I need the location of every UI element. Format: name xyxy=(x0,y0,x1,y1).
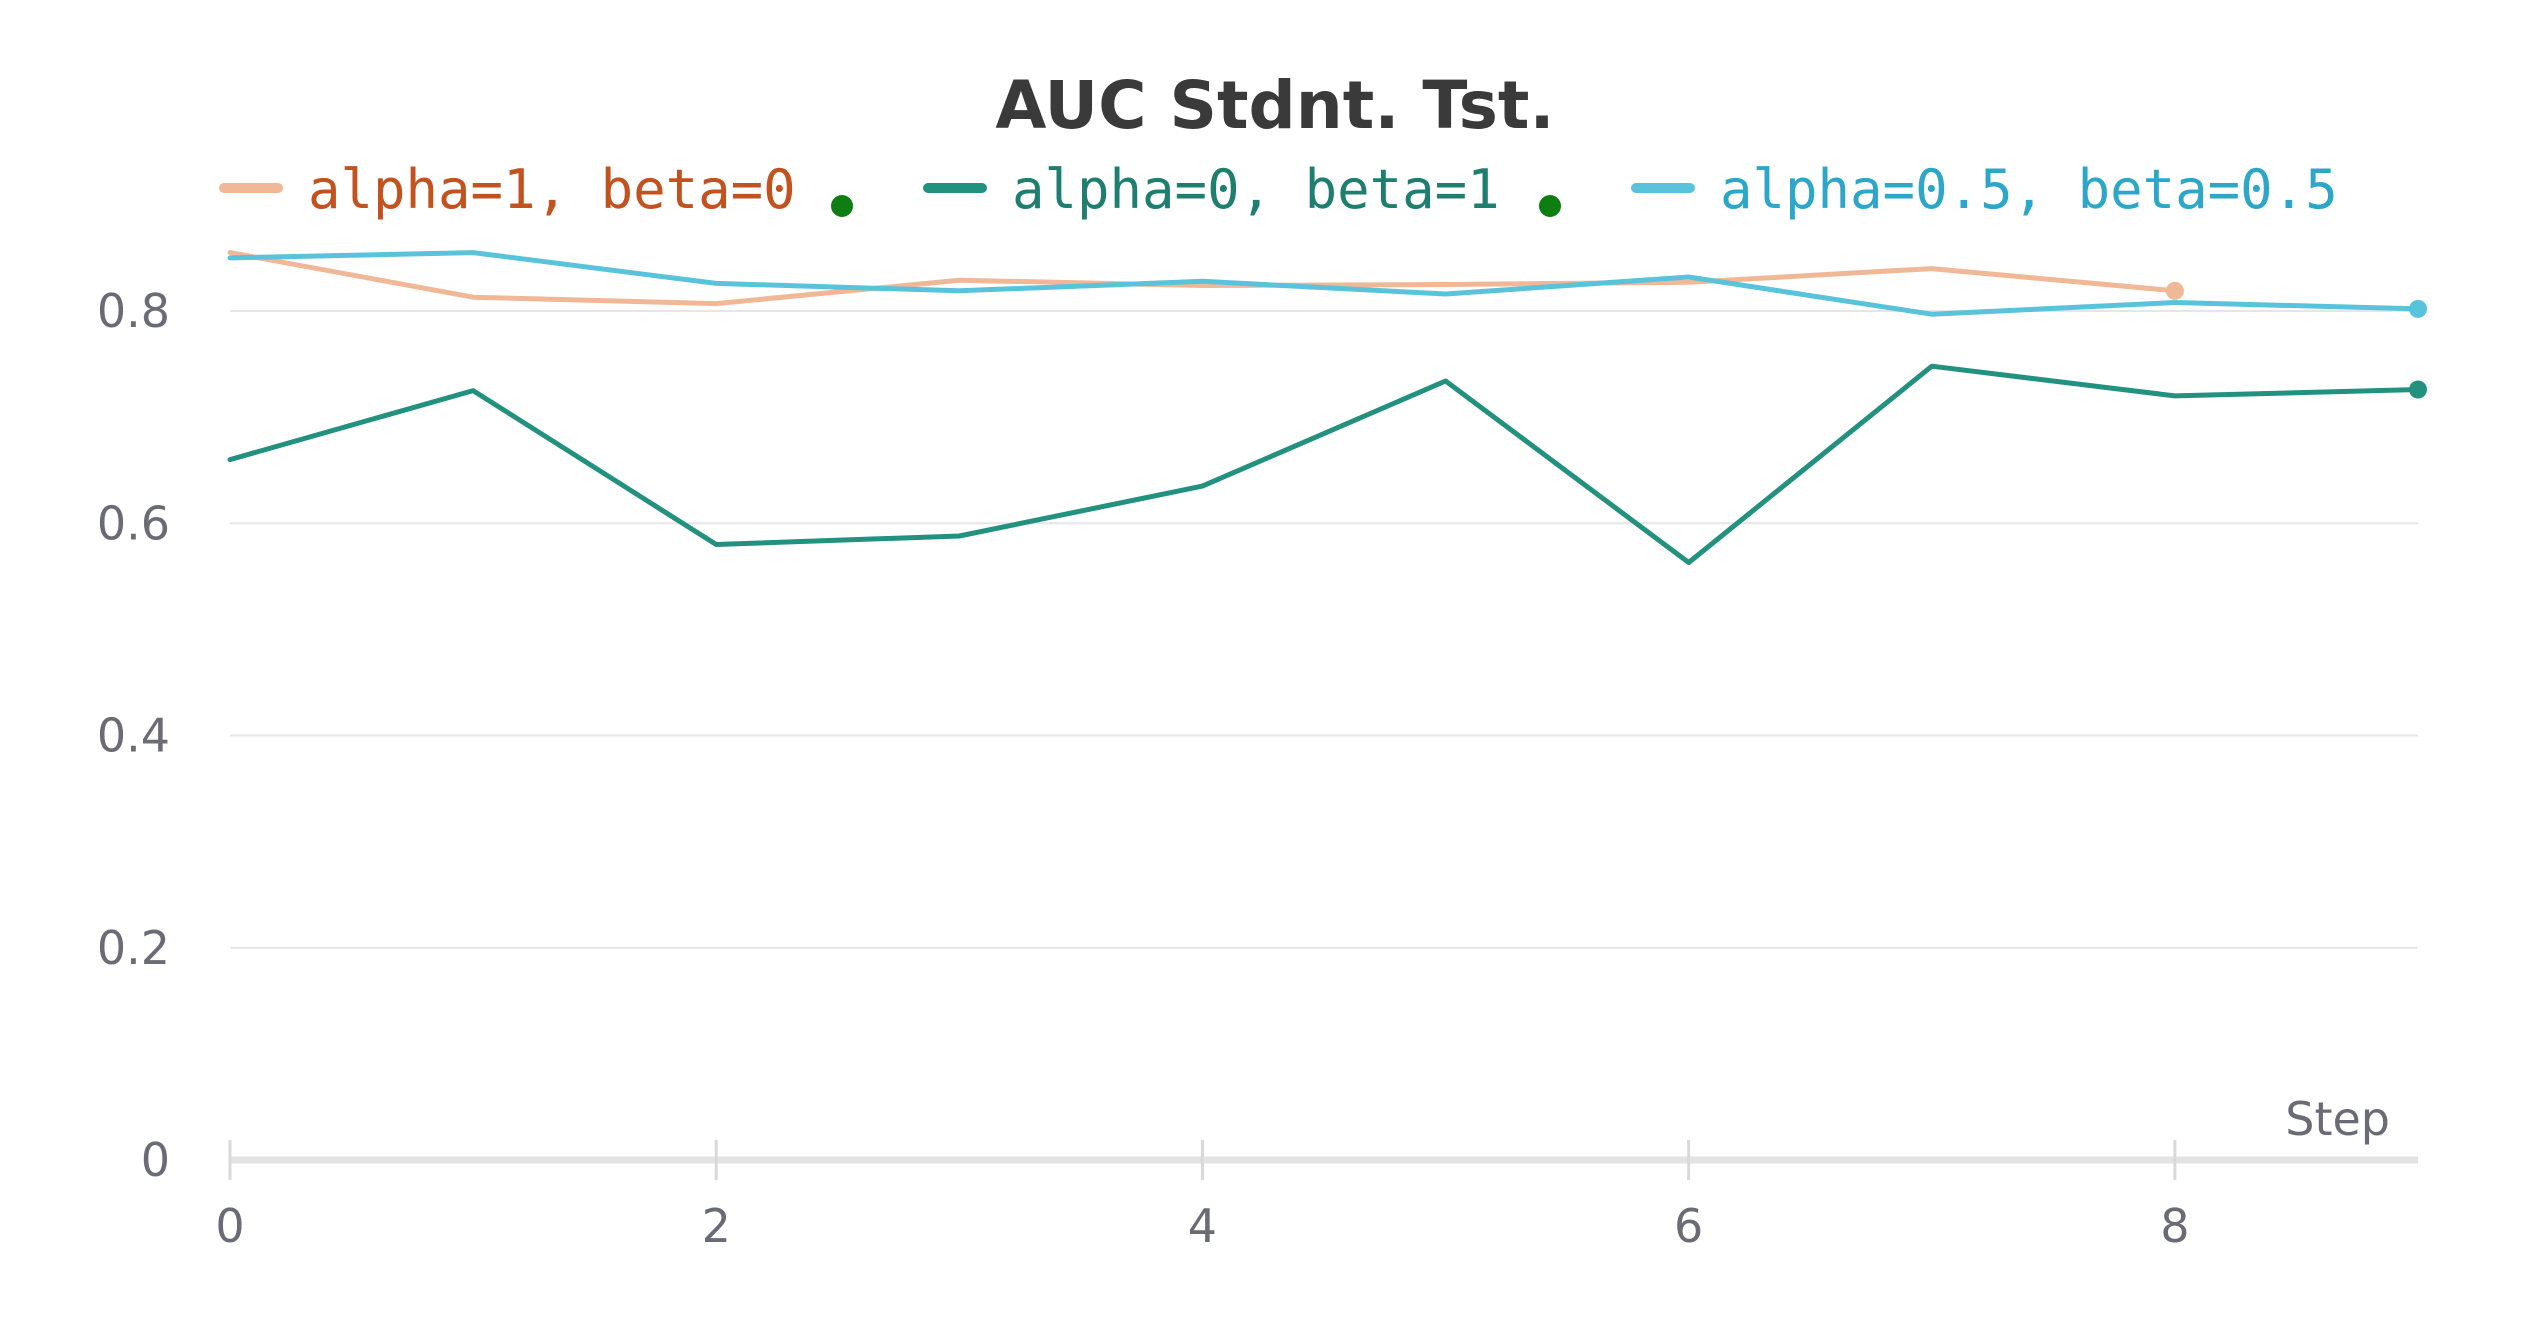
x-tick-label: 8 xyxy=(2160,1199,2189,1253)
x-tick-label: 4 xyxy=(1188,1199,1217,1253)
legend-label-2: alpha=0.5, beta=0.5 xyxy=(1720,158,2338,221)
series-line-1 xyxy=(227,363,2421,565)
axes: 0 0.2 0.4 0.6 0.8 0 2 4 6 8 xyxy=(97,284,2418,1253)
series-end-point-2 xyxy=(2409,299,2427,318)
x-axis-title: Step xyxy=(2285,1092,2390,1146)
series-layer xyxy=(227,250,2427,565)
series-line-0 xyxy=(227,250,2178,307)
x-tick-label: 0 xyxy=(215,1199,244,1253)
chart-title: AUC Stdnt. Tst. xyxy=(995,67,1554,144)
series-end-point-0 xyxy=(2165,281,2184,300)
legend-label-0: alpha=1, beta=0 xyxy=(308,158,796,221)
y-tick-label: 0.6 xyxy=(97,496,170,550)
legend: alpha=1, beta=0 alpha=0, beta=1 alpha=0.5,… xyxy=(219,158,2338,221)
grid xyxy=(230,310,2418,949)
y-tick-label: 0 xyxy=(141,1133,170,1187)
x-tick-label: 2 xyxy=(702,1199,731,1253)
legend-status-dot xyxy=(831,195,853,217)
y-tick-label: 0.4 xyxy=(97,709,170,763)
y-tick-label: 0.8 xyxy=(97,284,170,338)
legend-status-dot xyxy=(1539,195,1561,217)
series-line-2 xyxy=(227,250,2421,317)
x-tick-label: 6 xyxy=(1674,1199,1703,1253)
legend-label-1: alpha=0, beta=1 xyxy=(1012,158,1500,221)
series-end-point-1 xyxy=(2409,380,2427,399)
y-tick-label: 0.2 xyxy=(97,921,170,975)
